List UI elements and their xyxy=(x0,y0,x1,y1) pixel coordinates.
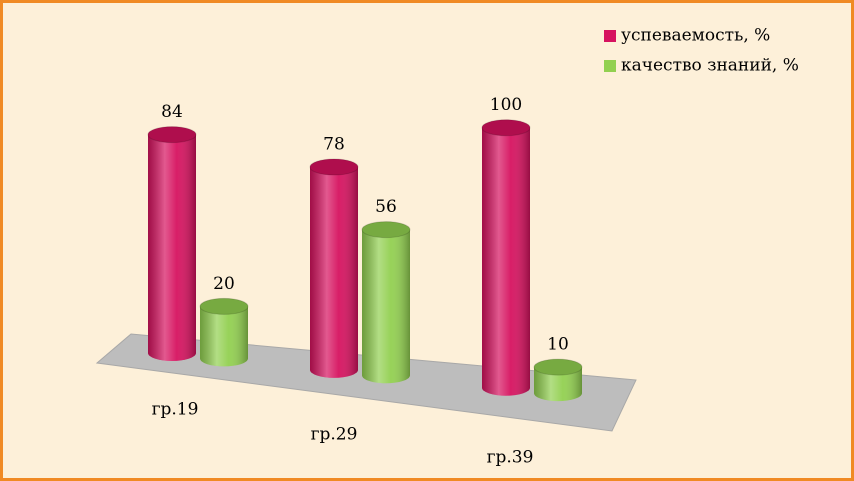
legend-swatch xyxy=(604,60,616,72)
cylinder-shade xyxy=(534,367,582,402)
cylinder-top xyxy=(361,221,411,239)
cylinder-top-shade xyxy=(534,359,582,376)
data-label: 10 xyxy=(547,335,569,355)
cylinder-top xyxy=(199,297,249,315)
data-label: 20 xyxy=(213,274,235,294)
x-tick-label: гр.19 xyxy=(152,400,199,420)
cylinder-shade xyxy=(362,229,410,384)
cylinder-shade xyxy=(482,127,530,396)
cylinder-top-shade xyxy=(310,159,358,176)
cylinder-top-shade xyxy=(362,221,410,238)
x-tick-label: гр.29 xyxy=(311,425,358,445)
data-label: 78 xyxy=(323,135,345,155)
data-label: 84 xyxy=(161,102,183,122)
cylinder-shade xyxy=(200,306,248,367)
legend-label: качество знаний, % xyxy=(621,56,799,76)
cylinder-top xyxy=(147,126,197,144)
legend-label: успеваемость, % xyxy=(621,26,770,46)
cylinder-top xyxy=(481,119,531,137)
cylinder-shade xyxy=(148,134,196,361)
cylinder-top-shade xyxy=(200,298,248,315)
data-label: 56 xyxy=(375,197,397,217)
cylinder-top xyxy=(309,158,359,176)
x-tick-label: гр.39 xyxy=(487,448,534,468)
cylinder-top xyxy=(533,358,583,376)
cylinder-top-shade xyxy=(482,119,530,136)
data-label: 100 xyxy=(490,95,522,115)
cylinder-shade xyxy=(310,167,358,378)
cylinder-top-shade xyxy=(148,126,196,143)
legend-swatch xyxy=(604,30,616,42)
